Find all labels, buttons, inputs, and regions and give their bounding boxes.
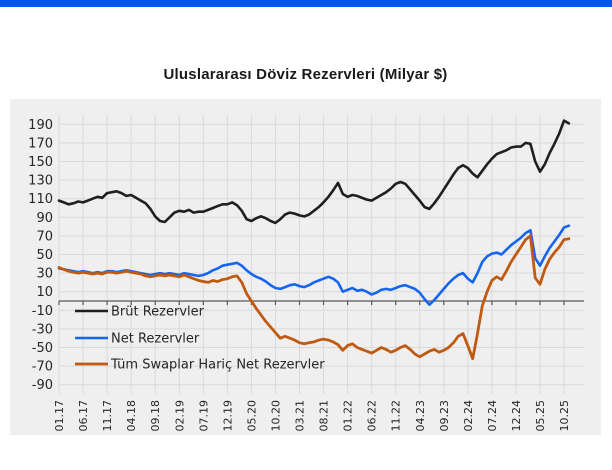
y-axis-tick-label: -70 — [32, 360, 53, 375]
x-axis-tick-label: 07.24 — [486, 400, 499, 432]
x-axis-tick-label: 05.20 — [245, 400, 258, 432]
y-axis-tick-label: 30 — [36, 267, 53, 282]
x-axis-tick-label: 10.20 — [269, 400, 282, 432]
x-axis-tick-label: 11.17 — [101, 400, 114, 432]
x-axis-tick-label: 09.23 — [438, 400, 451, 432]
y-axis-tick-label: 130 — [28, 174, 53, 189]
y-axis-tick-label: 50 — [36, 248, 53, 263]
y-axis-tick-label: -90 — [32, 378, 53, 393]
x-axis-tick-label: 06.17 — [77, 400, 90, 432]
x-axis-tick-label: 07.19 — [197, 400, 210, 432]
top-accent-bar — [0, 0, 612, 7]
x-axis-tick-label: 11.22 — [390, 400, 403, 432]
x-axis-tick-label: 01.17 — [53, 400, 66, 432]
x-axis-tick-label: 12.24 — [510, 400, 523, 432]
x-axis-tick-label: 09.18 — [149, 400, 162, 432]
y-axis-tick-label: 10 — [36, 285, 53, 300]
y-axis-tick-label: 190 — [28, 118, 53, 133]
y-axis-tick-label: 70 — [36, 229, 53, 244]
legend-label-tum-swaplar-haric-net-rezervler: Tüm Swaplar Hariç Net Rezervler — [110, 358, 325, 373]
x-axis-tick-label: 12.19 — [221, 400, 234, 432]
x-axis-tick-label: 03.21 — [294, 400, 307, 432]
y-axis-tick-label: 110 — [28, 192, 53, 207]
y-axis-tick-label: 90 — [36, 211, 53, 226]
legend-label-brut-rezervler: Brüt Rezervler — [111, 305, 205, 320]
y-axis-tick-label: -30 — [32, 322, 53, 337]
x-axis-tick-label: 06.22 — [366, 400, 379, 432]
x-axis-tick-label: 10.25 — [558, 400, 571, 432]
x-axis-tick-label: 02.19 — [173, 400, 186, 432]
chart-container: 190 170 150 130 110 90 70 50 30 10 -10 -30 -50 -70 -90… — [10, 99, 601, 435]
x-axis-tick-label: 04.18 — [125, 400, 138, 432]
series-line-tum-swaplar-haric-net-rezervler — [57, 234, 571, 361]
x-axis-tick-label: 01.22 — [342, 400, 355, 432]
y-axis-tick-label: -50 — [32, 341, 53, 356]
reserves-line-chart: 190 170 150 130 110 90 70 50 30 10 -10 -30 -50 -70 -90… — [28, 115, 584, 432]
x-axis-tick-label: 04.23 — [414, 400, 427, 432]
y-axis-tick-label: 170 — [28, 136, 53, 151]
x-axis-tick-label: 08.21 — [318, 400, 331, 432]
y-axis-tick-label: 150 — [28, 155, 53, 170]
series-line-net-rezervler — [57, 224, 571, 306]
chart-title: Uluslararası Döviz Rezervleri (Milyar $) — [163, 66, 448, 83]
x-axis-tick-label: 05.25 — [534, 400, 547, 432]
series-line-brut-rezervler — [57, 119, 571, 225]
x-axis-tick-label: 02.24 — [462, 400, 475, 432]
legend-label-net-rezervler: Net Rezervler — [111, 332, 200, 347]
y-axis-tick-label: -10 — [32, 304, 53, 319]
